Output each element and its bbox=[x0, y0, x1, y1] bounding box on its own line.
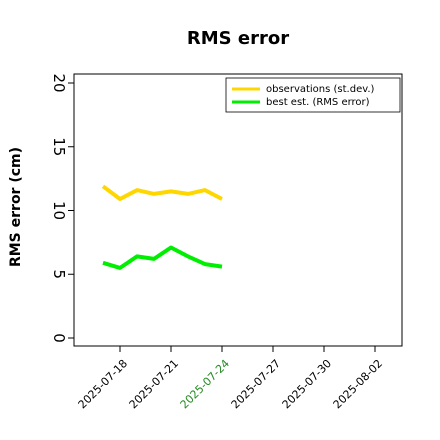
y-tick-label: 15 bbox=[50, 137, 68, 156]
series-lines bbox=[101, 184, 223, 270]
x-tick-label: 2025-07-30 bbox=[280, 357, 334, 411]
x-tick-label: 2025-07-18 bbox=[76, 357, 130, 411]
y-tick-label: 0 bbox=[50, 333, 68, 343]
legend: observations (st.dev.) best est. (RMS er… bbox=[225, 77, 401, 113]
legend-box bbox=[225, 77, 401, 113]
x-tick-label: 2025-07-24 bbox=[178, 357, 232, 411]
x-axis-ticks: 2025-07-182025-07-212025-07-242025-07-27… bbox=[76, 346, 385, 411]
plot-frame bbox=[73, 73, 403, 347]
x-tick-label: 2025-07-27 bbox=[229, 357, 283, 411]
legend-label-best-est: best est. (RMS error) bbox=[266, 97, 370, 108]
y-axis-label: RMS error (cm) bbox=[8, 147, 24, 267]
x-tick-label: 2025-08-02 bbox=[331, 357, 385, 411]
series-line-0 bbox=[101, 184, 223, 201]
x-tick-label: 2025-07-21 bbox=[127, 357, 181, 411]
y-tick-label: 10 bbox=[50, 201, 68, 220]
chart-title: RMS error bbox=[187, 28, 289, 49]
legend-label-observations: observations (st.dev.) bbox=[266, 84, 375, 95]
y-tick-label: 20 bbox=[50, 73, 68, 92]
y-axis-ticks: 0 5 10 15 20 bbox=[50, 73, 74, 343]
y-tick-label: 5 bbox=[50, 269, 68, 279]
series-line-1 bbox=[102, 245, 223, 270]
